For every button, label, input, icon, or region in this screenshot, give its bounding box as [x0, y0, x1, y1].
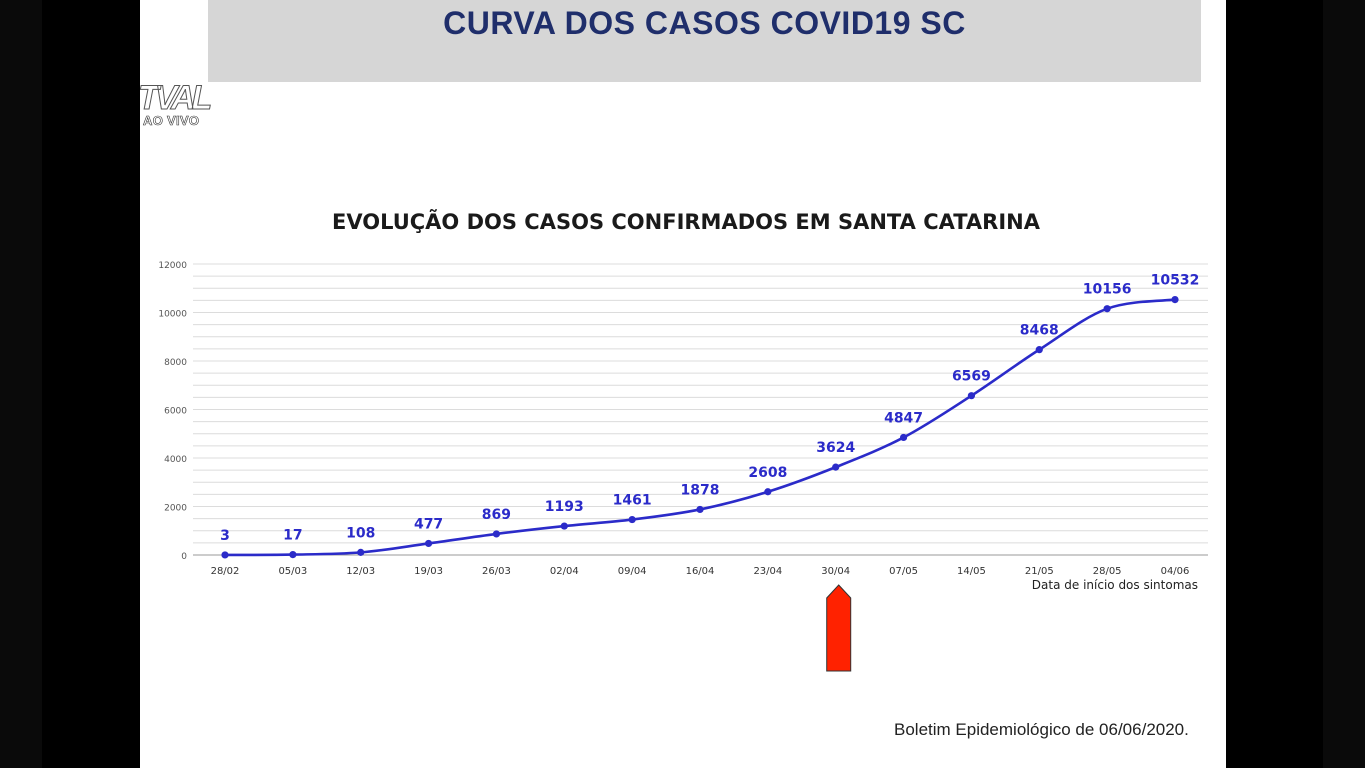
x-axis-title: Data de início dos sintomas [1032, 578, 1198, 592]
bulletin-note: Boletim Epidemiológico de 06/06/2020. [894, 720, 1189, 739]
data-point [1035, 346, 1043, 354]
slide: CURVA DOS CASOS COVID19 SC TVAL AO VIVO … [140, 0, 1226, 768]
x-tick-label: 19/03 [414, 566, 443, 577]
data-label: 8468 [1020, 323, 1059, 339]
data-point [492, 530, 501, 538]
x-tick-label: 21/05 [1025, 566, 1054, 577]
x-tick-label: 05/03 [278, 566, 307, 577]
x-tick-label: 30/04 [821, 566, 850, 577]
data-label: 6569 [952, 369, 991, 385]
data-label: 4847 [884, 410, 923, 426]
x-tick-label: 07/05 [889, 566, 918, 577]
tval-logo-text: TVAL [140, 79, 210, 117]
data-label: 17 [283, 528, 302, 544]
data-label: 108 [346, 525, 375, 541]
y-tick-label: 4000 [164, 455, 187, 465]
data-label: 477 [414, 516, 443, 532]
red-arrow-marker [826, 584, 852, 672]
y-tick-label: 0 [181, 552, 187, 562]
y-tick-label: 6000 [164, 407, 187, 417]
data-point [696, 505, 704, 514]
y-axis: 0 2000 4000 6000 8000 10000 12000 [158, 261, 187, 562]
cases-chart: EVOLUÇÃO DOS CASOS CONFIRMADOS EM SANTA … [158, 209, 1208, 672]
x-tick-label: 09/04 [618, 566, 647, 577]
x-tick-label: 23/04 [753, 566, 782, 577]
x-tick-label: 26/03 [482, 566, 511, 577]
x-tick-label: 28/05 [1093, 566, 1122, 577]
live-label: AO VIVO [143, 113, 200, 129]
data-point [1171, 295, 1179, 304]
data-labels: 3 17 108 477 869 1193 1461 1878 2608 3624 4847 6569… [220, 273, 1199, 544]
x-tick-label: 14/05 [957, 566, 986, 577]
data-point [832, 463, 840, 471]
data-point [289, 550, 297, 559]
data-label: 1461 [613, 493, 652, 509]
data-point [628, 515, 636, 524]
y-tick-label: 2000 [164, 504, 187, 514]
data-label: 10532 [1151, 273, 1200, 289]
data-point [560, 522, 568, 530]
slide-title: CURVA DOS CASOS COVID19 SC [443, 5, 966, 41]
y-tick-label: 12000 [158, 261, 187, 271]
data-label: 869 [482, 507, 511, 523]
y-tick-label: 10000 [158, 310, 187, 320]
tval-logo: TVAL [140, 79, 215, 118]
data-point [764, 488, 772, 496]
data-point [967, 392, 976, 400]
y-tick-label: 8000 [164, 358, 187, 368]
left-letterbox [0, 0, 42, 768]
data-point [1103, 305, 1111, 313]
data-label: 3 [220, 528, 230, 544]
x-tick-label: 02/04 [550, 566, 579, 577]
data-point [899, 433, 908, 442]
data-label: 1878 [681, 482, 720, 498]
data-point [357, 548, 365, 556]
data-label: 1193 [545, 499, 584, 515]
data-label: 2608 [748, 465, 787, 481]
right-letterbox [1323, 0, 1365, 768]
data-label: 10156 [1083, 282, 1132, 298]
data-point [221, 551, 229, 559]
header-band: CURVA DOS CASOS COVID19 SC [208, 0, 1201, 82]
x-tick-label: 28/02 [211, 566, 240, 577]
data-label: 3624 [816, 440, 855, 456]
data-points [221, 295, 1179, 559]
x-tick-label: 16/04 [686, 566, 715, 577]
chart-title: EVOLUÇÃO DOS CASOS CONFIRMADOS EM SANTA … [332, 209, 1041, 234]
data-point [424, 539, 433, 548]
x-tick-label: 12/03 [346, 566, 375, 577]
x-tick-label: 04/06 [1161, 566, 1190, 577]
x-axis: 28/02 05/03 12/03 19/03 26/03 02/04 09/04 16/04… [211, 566, 1190, 577]
